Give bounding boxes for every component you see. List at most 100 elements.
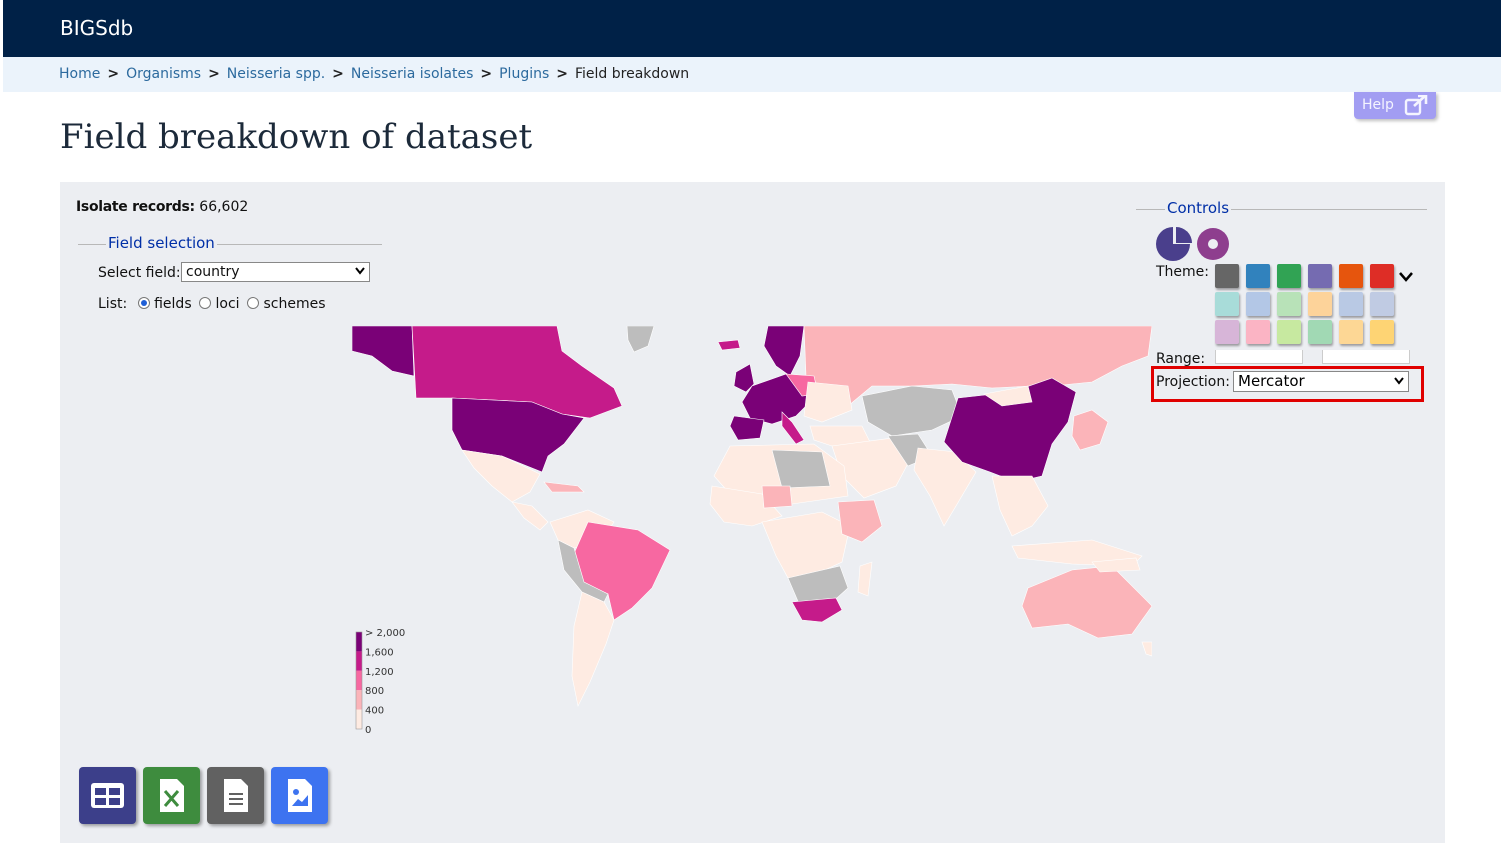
map-region-russia[interactable]	[803, 326, 1152, 407]
image-file-icon	[288, 779, 312, 812]
projection-dropdown[interactable]: Mercator	[1233, 371, 1409, 392]
theme-swatch[interactable]	[1339, 320, 1363, 344]
select-field-label: Select field:	[98, 265, 181, 281]
map-region-caribbean[interactable]	[543, 481, 585, 493]
chevron-down-icon	[1394, 377, 1404, 385]
map-region-alaska[interactable]	[352, 326, 415, 377]
map-region-algeria-libya[interactable]	[771, 449, 831, 489]
map-region-united-states[interactable]	[451, 397, 585, 473]
table-view-button[interactable]	[79, 767, 136, 824]
map-region-new-guinea[interactable]	[1091, 557, 1141, 573]
donut-chart-icon[interactable]	[1197, 228, 1229, 260]
map-region-mexico[interactable]	[461, 449, 541, 503]
theme-swatch[interactable]	[1215, 320, 1239, 344]
world-map[interactable]	[352, 326, 1152, 746]
map-region-southeast-asia[interactable]	[991, 475, 1049, 537]
theme-swatch[interactable]	[1308, 292, 1332, 316]
map-region-iberia[interactable]	[729, 415, 765, 441]
excel-download-button[interactable]	[143, 767, 200, 824]
radio-loci-label[interactable]: loci	[215, 296, 240, 312]
theme-swatch[interactable]	[1215, 292, 1239, 316]
table-view-icon	[91, 783, 124, 808]
theme-swatch[interactable]	[1246, 320, 1270, 344]
map-region-korea-japan[interactable]	[1071, 409, 1109, 451]
select-field-value: country	[186, 264, 240, 280]
range-label: Range:	[1156, 351, 1206, 367]
theme-swatch[interactable]	[1246, 264, 1270, 288]
controls-fieldset: Controls	[1136, 199, 1427, 217]
help-button[interactable]: Help	[1354, 92, 1436, 119]
pie-chart-icon[interactable]	[1156, 227, 1192, 261]
map-region-iceland[interactable]	[717, 339, 741, 351]
theme-swatch[interactable]	[1339, 264, 1363, 288]
chevron-down-icon	[355, 267, 365, 275]
radio-fields-label[interactable]: fields	[154, 296, 192, 312]
breadcrumb-separator: >	[332, 66, 344, 82]
theme-swatch[interactable]	[1277, 320, 1301, 344]
radio-schemes[interactable]	[247, 297, 260, 309]
breadcrumb-neisseria-spp[interactable]: Neisseria spp.	[226, 66, 326, 82]
map-region-central-asia[interactable]	[861, 385, 963, 437]
map-region-new-zealand[interactable]	[1141, 641, 1152, 657]
chevron-down-icon[interactable]	[1399, 272, 1413, 282]
breakdown-panel: Isolate records: 66,602 Field selection …	[60, 182, 1445, 843]
breadcrumb-plugins[interactable]: Plugins	[499, 66, 550, 82]
legend-color-step	[356, 651, 362, 671]
text-download-button[interactable]	[207, 767, 264, 824]
map-region-nigeria[interactable]	[761, 485, 793, 509]
map-region-canada[interactable]	[411, 326, 623, 419]
map-region-scandinavia[interactable]	[763, 326, 805, 377]
theme-label: Theme:	[1156, 264, 1210, 280]
select-field-dropdown[interactable]: country	[181, 262, 370, 282]
map-region-madagascar[interactable]	[857, 561, 873, 597]
theme-swatch[interactable]	[1277, 292, 1301, 316]
legend-color-step	[356, 632, 362, 652]
map-region-west-africa[interactable]	[709, 485, 783, 527]
range-max-input[interactable]	[1322, 350, 1410, 364]
map-region-italy[interactable]	[781, 411, 805, 445]
map-region-australia[interactable]	[1021, 565, 1152, 639]
theme-swatch[interactable]	[1308, 320, 1332, 344]
list-type-row: List: fields loci schemes	[98, 296, 326, 312]
theme-swatch[interactable]	[1277, 264, 1301, 288]
breadcrumb: Home > Organisms > Neisseria spp. > Neisseria …	[3, 57, 1501, 92]
map-region-argentina-chile[interactable]	[571, 591, 615, 707]
external-link-icon	[1404, 95, 1428, 116]
legend-label: 1,200	[365, 667, 394, 678]
breadcrumb-organisms[interactable]: Organisms	[126, 66, 202, 82]
radio-fields[interactable]	[137, 297, 150, 309]
theme-swatch[interactable]	[1370, 320, 1394, 344]
breadcrumb-neisseria-isolates[interactable]: Neisseria isolates	[350, 66, 474, 82]
breadcrumb-home[interactable]: Home	[59, 66, 101, 82]
theme-swatch[interactable]	[1370, 292, 1394, 316]
map-region-peru-bolivia[interactable]	[557, 539, 609, 603]
range-min-input[interactable]	[1215, 350, 1303, 364]
isolate-records-label: Isolate records:	[76, 199, 195, 215]
radio-schemes-label[interactable]: schemes	[263, 296, 326, 312]
map-legend: > 2,000 1,600 1,200 800 400 0	[355, 628, 405, 736]
map-region-east-africa[interactable]	[837, 499, 883, 543]
theme-swatch[interactable]	[1246, 292, 1270, 316]
image-download-button[interactable]	[271, 767, 328, 824]
legend-color-step	[356, 670, 362, 691]
page-title: Field breakdown of dataset	[60, 117, 533, 157]
map-region-eastern-europe[interactable]	[803, 381, 853, 423]
theme-swatch[interactable]	[1308, 264, 1332, 288]
legend-label: 400	[365, 706, 384, 717]
controls-legend: Controls	[1165, 199, 1232, 217]
map-region-central-america[interactable]	[511, 501, 549, 531]
brand-logo[interactable]: BIGSdb	[60, 16, 134, 40]
text-file-icon	[224, 779, 248, 812]
map-region-mongolia[interactable]	[983, 385, 1033, 407]
map-region-china[interactable]	[943, 377, 1077, 483]
map-region-uk-ireland[interactable]	[733, 363, 755, 393]
theme-swatch[interactable]	[1370, 264, 1394, 288]
radio-loci[interactable]	[199, 297, 212, 309]
theme-swatch[interactable]	[1339, 292, 1363, 316]
theme-swatch[interactable]	[1215, 264, 1239, 288]
map-region-greenland[interactable]	[626, 326, 655, 353]
projection-label: Projection:	[1156, 374, 1230, 390]
map-region-south-africa[interactable]	[791, 597, 843, 623]
help-label: Help	[1362, 97, 1394, 113]
